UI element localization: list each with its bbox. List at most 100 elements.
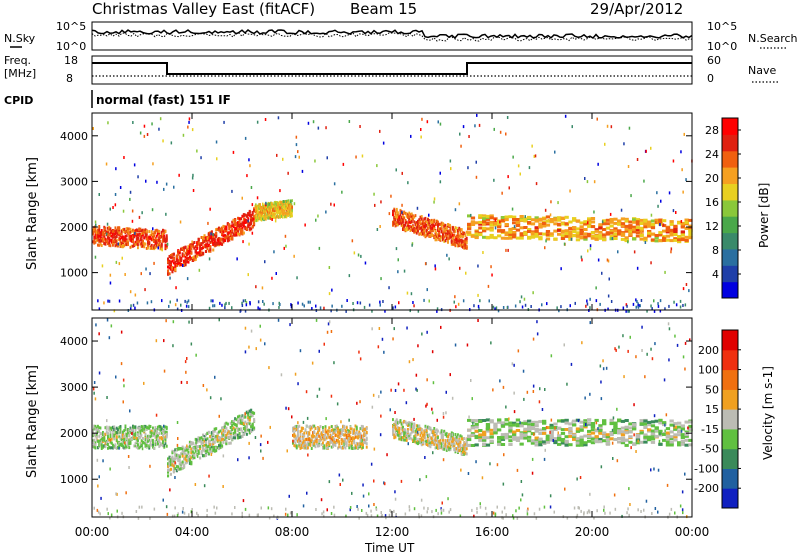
power-band-cell	[478, 214, 482, 217]
velocity-band-cell	[300, 437, 302, 440]
velocity-band-cell	[137, 433, 139, 436]
power-band-cell	[467, 231, 471, 234]
power-noise-cell	[544, 246, 546, 249]
power-band-cell	[462, 235, 464, 238]
power-band-cell	[467, 223, 471, 226]
velocity-band-cell	[423, 433, 425, 436]
power-ground-cell	[147, 301, 149, 304]
velocity-band-cell	[490, 420, 494, 423]
velocity-band-cell	[128, 434, 130, 437]
power-band-cell	[471, 235, 475, 238]
power-noise-cell	[276, 154, 278, 157]
power-band-cell	[647, 232, 651, 235]
power-colorbar-swatch	[722, 249, 738, 266]
power-band-cell	[520, 219, 524, 222]
power-noise-cell	[175, 303, 177, 306]
power-noise-cell	[296, 136, 298, 139]
power-ground-cell	[170, 301, 172, 304]
power-noise-cell	[550, 213, 552, 216]
velocity-band-cell	[316, 436, 318, 439]
power-band-cell	[542, 218, 546, 221]
velocity-band-cell	[221, 444, 223, 447]
power-noise-cell	[341, 191, 343, 194]
velocity-band-cell	[455, 433, 457, 436]
power-ground-cell	[633, 303, 635, 306]
cpid-label: CPID	[4, 94, 33, 107]
power-noise-cell	[396, 247, 398, 250]
power-band-cell	[628, 221, 632, 224]
velocity-band-cell	[143, 428, 145, 431]
power-ground-cell	[249, 301, 251, 304]
power-colorbar-swatch	[722, 200, 738, 217]
power-noise-cell	[144, 135, 146, 138]
power-ground-cell	[658, 305, 660, 308]
velocity-band-cell	[323, 446, 325, 449]
power-ground-cell	[641, 299, 643, 302]
power-noise-cell	[535, 154, 537, 157]
power-ground-cell	[503, 306, 505, 309]
power-band-cell	[260, 203, 262, 206]
power-band-cell	[505, 237, 509, 240]
velocity-band-cell	[478, 420, 482, 423]
power-band-cell	[527, 236, 531, 239]
power-ground-cell	[680, 306, 682, 309]
noise-left-label: N.Sky	[4, 32, 36, 45]
velocity-band-cell	[475, 426, 479, 429]
power-noise-cell	[132, 220, 134, 223]
power-band-cell	[475, 236, 479, 239]
power-noise-cell	[500, 131, 502, 134]
power-noise-cell	[325, 211, 327, 214]
power-ground-cell	[210, 299, 212, 302]
power-noise-cell	[313, 120, 315, 123]
power-noise-cell	[609, 278, 611, 281]
velocity-band-cell	[249, 419, 251, 422]
power-noise-cell	[123, 156, 125, 159]
power-noise-cell	[271, 277, 273, 280]
power-ground-cell	[263, 303, 265, 306]
velocity-band-cell	[193, 454, 195, 457]
power-noise-cell	[584, 177, 586, 180]
power-noise-cell	[427, 288, 429, 291]
velocity-band-cell	[493, 431, 497, 434]
power-band-cell	[553, 230, 557, 233]
power-noise-cell	[448, 257, 450, 260]
power-band-cell	[291, 214, 293, 217]
power-noise-cell	[477, 265, 479, 268]
velocity-band-cell	[425, 436, 427, 439]
power-noise-cell	[262, 286, 264, 289]
power-band-cell	[561, 237, 565, 240]
noise-right-label: N.Search	[748, 32, 798, 45]
velocity-band-cell	[316, 440, 318, 443]
power-noise-cell	[476, 161, 478, 164]
power-noise-cell	[334, 182, 336, 185]
velocity-band-cell	[490, 435, 494, 438]
power-band-cell	[591, 220, 595, 223]
power-noise-cell	[192, 128, 194, 131]
power-band-cell	[531, 218, 535, 221]
power-band-cell	[583, 232, 587, 235]
velocity-band-cell	[478, 429, 482, 432]
power-noise-cell	[270, 217, 272, 220]
power-band-cell	[606, 219, 610, 222]
velocity-band-cell	[239, 432, 241, 435]
velocity-band-cell	[225, 440, 227, 443]
power-ground-cell	[212, 304, 214, 307]
power-noise-cell	[531, 145, 533, 148]
power-noise-cell	[248, 158, 250, 161]
power-noise-cell	[411, 244, 413, 247]
velocity-band-cell	[398, 430, 400, 433]
power-band-cell	[402, 221, 404, 224]
freq-label-1: Freq.	[4, 54, 31, 67]
power-ground-cell	[496, 306, 498, 309]
power-band-cell	[651, 233, 655, 236]
freq-left-tick-top: 18	[64, 54, 78, 67]
velocity-band-cell	[407, 430, 409, 433]
power-band-cell	[613, 233, 617, 236]
velocity-band-cell	[471, 434, 475, 437]
power-band-cell	[482, 227, 486, 230]
power-band-cell	[546, 215, 550, 218]
power-ground-cell	[587, 303, 589, 306]
noise-left-tick-top: 10^5	[56, 20, 86, 33]
velocity-band-cell	[153, 447, 155, 450]
power-band-cell	[505, 218, 509, 221]
